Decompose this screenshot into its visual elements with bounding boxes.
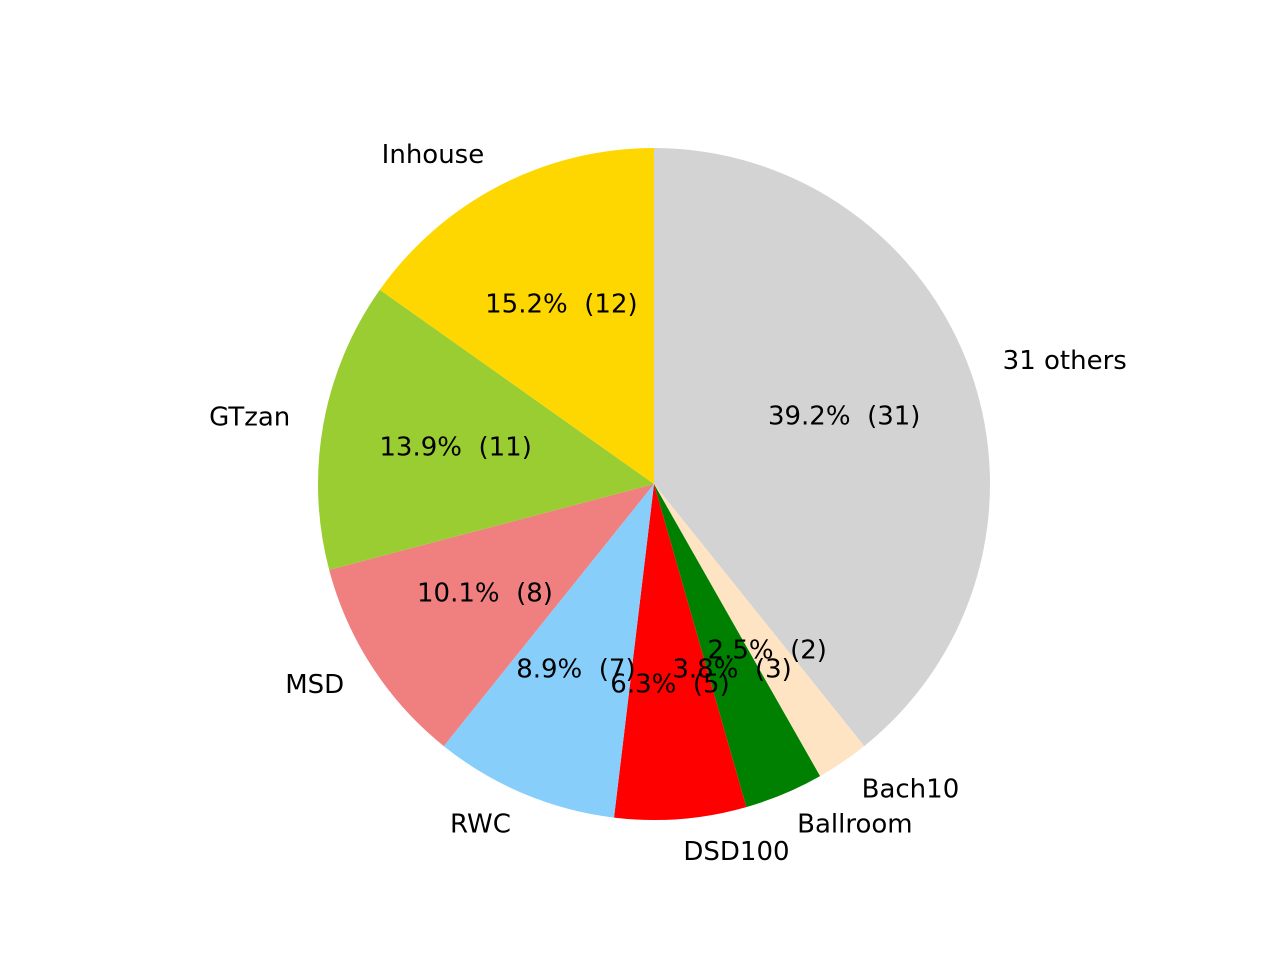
wedge-label: Bach10 [862,774,960,804]
pie-wedge [329,484,654,747]
wedge-value-label: 3.8% (3) [672,654,791,684]
wedge-value-label: 15.2% (12) [485,289,638,319]
wedge-value-label: 39.2% (31) [768,402,921,432]
pie-wedge [317,289,654,570]
pie-wedge [379,148,654,484]
wedge-label: DSD100 [683,837,789,867]
wedge-label: Ballroom [797,809,912,839]
wedge-label: MSD [285,670,344,700]
wedge-value-label: 10.1% (8) [417,578,553,608]
wedge-value-label: 13.9% (11) [379,433,532,463]
pie-wedge [654,148,990,747]
wedge-label: RWC [450,809,511,839]
pie-wedge [654,484,821,808]
pie-wedge [443,484,654,818]
pie-wedge [654,484,865,777]
pie-wedge [614,484,747,821]
wedge-value-label: 8.9% (7) [516,654,635,684]
wedge-value-label: 6.3% (5) [610,669,729,699]
wedge-label: 31 others [1003,346,1127,376]
wedge-value-label: 2.5% (2) [708,635,827,665]
wedge-label: GTzan [209,403,290,433]
wedge-label: Inhouse [382,140,485,170]
